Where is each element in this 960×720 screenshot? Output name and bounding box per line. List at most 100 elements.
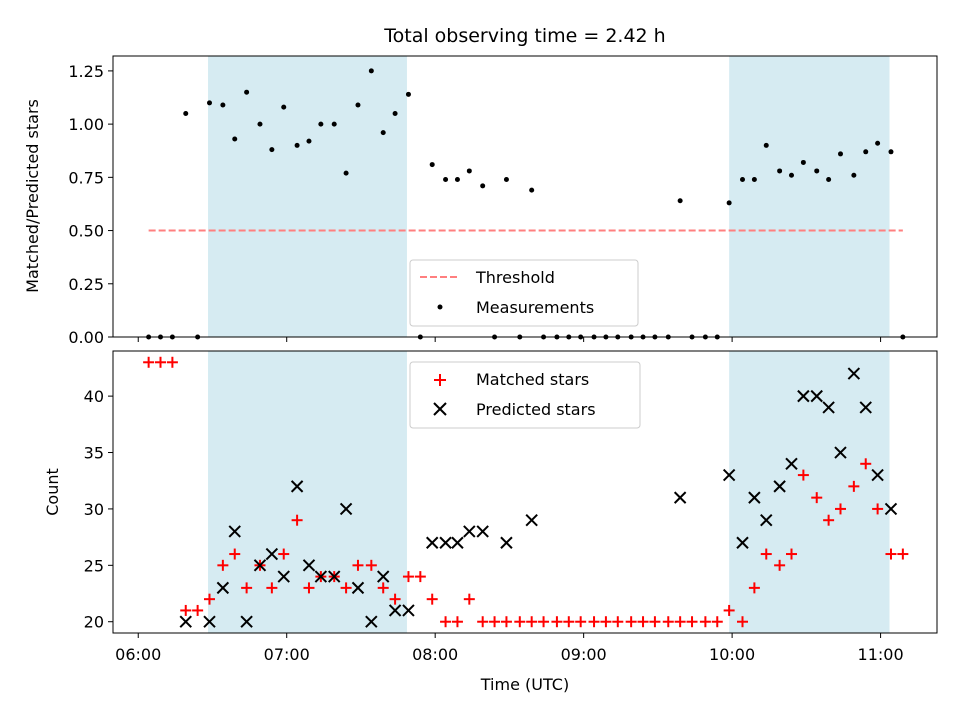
predicted-star-marker: [760, 513, 773, 527]
top-y-tick-label: 1.00: [68, 115, 104, 134]
predicted-star-marker: [328, 570, 341, 583]
top-y-ticks: 0.00 0.25 0.50 0.75 1.00 1.25: [68, 62, 113, 347]
matched-star-marker: [637, 616, 649, 628]
matched-star-marker: [229, 548, 241, 560]
predicted-star-marker: [810, 389, 823, 403]
measurement-point: [789, 172, 795, 178]
measurement-point: [405, 91, 411, 97]
predicted-star-marker: [500, 536, 513, 549]
predicted-star-marker: [339, 502, 353, 516]
measurements-legend-label: Measurements: [476, 298, 594, 317]
top-axes-frame: [112, 55, 938, 338]
predicted-star-marker: [847, 367, 861, 380]
measurement-point: [380, 130, 386, 136]
predicted-star-marker: [748, 491, 761, 504]
matched-star-marker: [551, 616, 563, 628]
measurement-point: [257, 121, 263, 127]
predicted-star-marker: [302, 559, 316, 572]
matched-star-marker: [291, 514, 303, 526]
measurement-point: [777, 168, 783, 174]
top-x-ticks: [137, 337, 882, 342]
matched-star-marker: [192, 604, 204, 616]
measurement-point: [875, 140, 881, 146]
predicted-star-marker: [203, 615, 216, 628]
predicted-stars-legend-label: Predicted stars: [476, 400, 596, 419]
matched-star-marker: [723, 604, 735, 616]
matched-star-marker: [514, 616, 526, 628]
predicted-star-marker: [314, 570, 328, 583]
top-y-tick-label: 0.50: [68, 222, 104, 241]
top-shaded-interval-1: [729, 56, 890, 337]
measurement-point: [207, 100, 213, 106]
matched-star-marker: [885, 548, 897, 560]
predicted-star-marker: [402, 604, 415, 617]
top-y-tick-label: 0.25: [68, 275, 104, 294]
x-tick-label: 11:00: [858, 645, 904, 664]
x-tick-label: 10:00: [709, 645, 755, 664]
predicted-star-marker: [871, 468, 884, 482]
matched-star-marker: [823, 514, 835, 526]
measurement-point: [368, 68, 374, 74]
matched-stars-legend-label: Matched stars: [476, 370, 589, 389]
predicted-star-marker: [797, 389, 810, 403]
measurement-point: [751, 176, 757, 182]
matched-star-marker: [377, 582, 389, 594]
measurement-point: [888, 149, 894, 155]
predicted-star-marker: [673, 491, 687, 504]
predicted-star-marker: [426, 536, 439, 549]
matched-star-marker: [365, 559, 377, 571]
matched-star-marker: [760, 548, 772, 560]
matched-star-marker: [711, 616, 723, 628]
measurement-point: [355, 102, 361, 108]
predicted-stars-layer: [179, 367, 898, 628]
matched-star-marker: [748, 582, 760, 594]
matched-star-marker: [563, 616, 575, 628]
matched-star-marker: [872, 503, 884, 515]
matched-star-marker: [489, 616, 501, 628]
top-legend: Threshold Measurements: [409, 259, 639, 327]
top-shaded-intervals: [208, 56, 890, 337]
bottom-y-tick-label: 25: [84, 556, 104, 575]
measurement-point: [343, 170, 349, 176]
matched-star-marker: [774, 559, 786, 571]
matched-star-marker: [451, 616, 463, 628]
x-tick-label: 07:00: [264, 645, 310, 664]
measurement-point: [244, 89, 250, 95]
predicted-star-marker: [785, 457, 798, 471]
matched-star-marker: [848, 480, 860, 492]
top-y-axis-label: Matched/Predicted stars: [23, 99, 42, 293]
matched-star-marker: [786, 548, 798, 560]
x-tick-label: 08:00: [412, 645, 458, 664]
predicted-star-marker: [822, 401, 835, 414]
matched-stars-layer: [143, 356, 909, 628]
bottom-shaded-intervals: [208, 351, 890, 633]
top-y-tick-label: 0.00: [68, 328, 104, 347]
matched-star-marker: [266, 582, 278, 594]
matched-star-marker: [737, 616, 749, 628]
bottom-y-ticks: 20 25 30 35 40: [84, 387, 113, 632]
measurement-point: [814, 168, 820, 174]
matched-star-marker: [180, 604, 192, 616]
predicted-star-marker: [884, 502, 898, 516]
matched-star-marker: [500, 616, 512, 628]
measurement-point: [232, 136, 238, 142]
matched-star-marker: [402, 571, 414, 583]
matched-star-marker: [340, 582, 352, 594]
predicted-star-marker: [834, 446, 847, 459]
predicted-star-marker: [265, 547, 279, 561]
measurement-point: [726, 200, 732, 206]
matched-star-marker: [575, 616, 587, 628]
matched-star-marker: [612, 616, 624, 628]
top-y-tick-label: 1.25: [68, 62, 104, 81]
bottom-legend-box: [409, 361, 641, 429]
measurement-point: [800, 159, 806, 165]
measurement-point: [220, 102, 226, 108]
matched-star-marker: [860, 458, 872, 470]
matched-star-marker: [217, 559, 229, 571]
matched-star-marker: [600, 616, 612, 628]
matched-star-marker: [797, 469, 809, 481]
matched-star-marker: [463, 593, 475, 605]
predicted-star-marker: [179, 615, 192, 628]
matched-star-marker: [440, 616, 452, 628]
